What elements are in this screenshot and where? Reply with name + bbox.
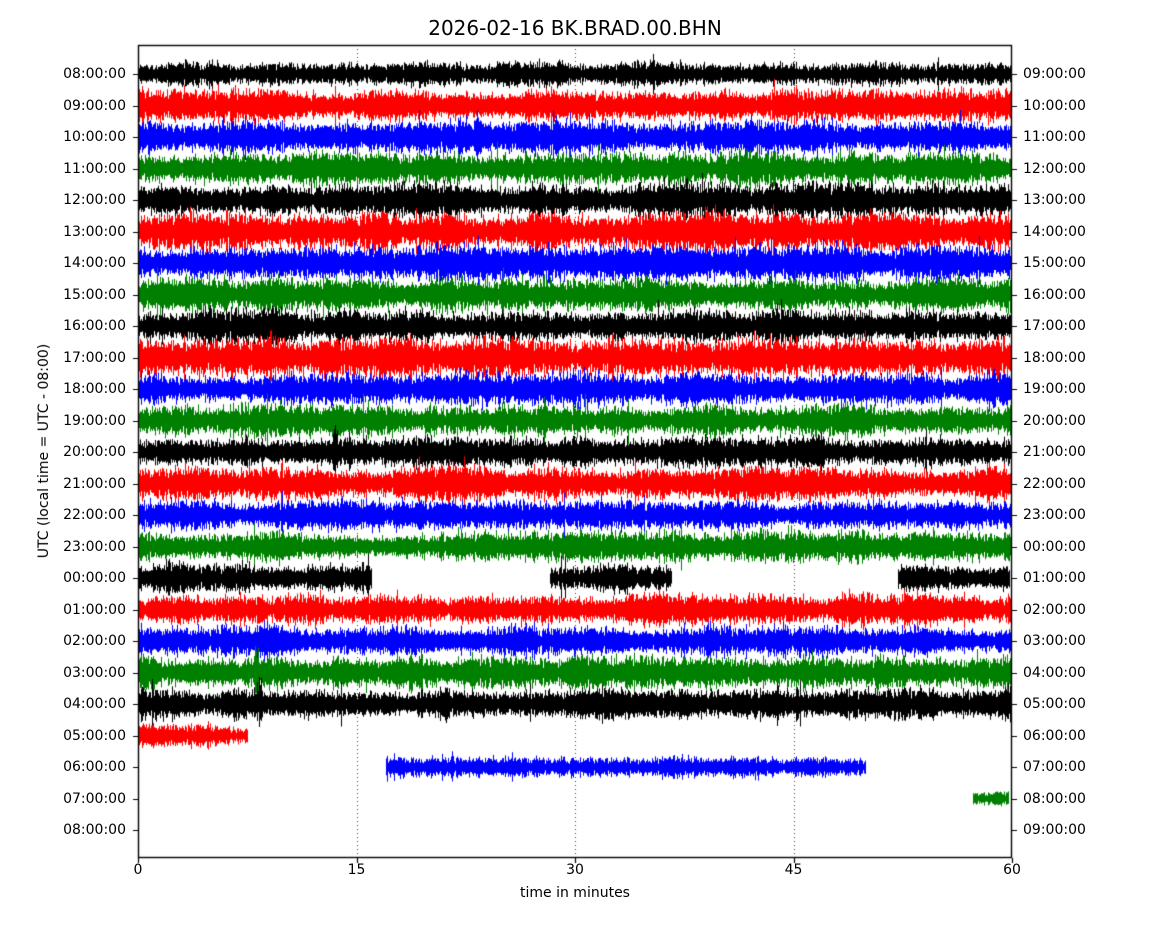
local-tick-label: 18:00:00 — [1023, 349, 1086, 366]
local-tick-label: 17:00:00 — [1023, 318, 1086, 334]
local-tick-label: 00:00:00 — [1023, 538, 1086, 555]
utc-tick-label: 20:00:00 — [63, 444, 126, 460]
utc-tick-label: 04:00:00 — [63, 696, 126, 712]
local-tick-label: 15:00:00 — [1023, 255, 1086, 271]
x-tick-label: 30 — [566, 862, 584, 878]
x-tick-label: 15 — [347, 862, 366, 878]
utc-tick-label: 02:00:00 — [63, 633, 126, 649]
local-tick-label: 08:00:00 — [1023, 790, 1086, 807]
utc-tick-label: 22:00:00 — [63, 507, 126, 523]
local-tick-label: 05:00:00 — [1023, 696, 1086, 712]
utc-tick-label: 19:00:00 — [63, 412, 126, 429]
local-tick-label: 03:00:00 — [1023, 633, 1086, 649]
local-tick-label: 12:00:00 — [1023, 160, 1086, 177]
utc-tick-label: 17:00:00 — [63, 349, 126, 366]
utc-tick-label: 11:00:00 — [63, 160, 126, 177]
utc-tick-label: 08:00:00 — [63, 66, 126, 82]
local-tick-label: 07:00:00 — [1023, 759, 1086, 775]
local-tick-label: 06:00:00 — [1023, 727, 1086, 744]
utc-tick-label: 14:00:00 — [63, 255, 126, 271]
x-axis-label: time in minutes — [520, 885, 630, 901]
local-tick-label: 23:00:00 — [1023, 507, 1086, 523]
utc-tick-label: 07:00:00 — [63, 790, 126, 807]
local-tick-label: 20:00:00 — [1023, 412, 1086, 429]
local-tick-label: 16:00:00 — [1023, 286, 1086, 303]
utc-tick-label: 00:00:00 — [63, 570, 126, 586]
local-tick-label: 10:00:00 — [1023, 97, 1086, 114]
utc-tick-label: 08:00:00 — [63, 822, 126, 838]
utc-tick-label: 01:00:00 — [63, 601, 126, 618]
utc-tick-label: 16:00:00 — [63, 318, 126, 334]
utc-tick-label: 15:00:00 — [63, 286, 126, 303]
utc-tick-label: 03:00:00 — [63, 664, 126, 681]
utc-tick-label: 12:00:00 — [63, 192, 126, 208]
local-tick-label: 13:00:00 — [1023, 192, 1086, 208]
local-tick-label: 09:00:00 — [1023, 822, 1086, 838]
utc-tick-label: 06:00:00 — [63, 759, 126, 775]
utc-tick-label: 21:00:00 — [63, 475, 126, 492]
local-tick-label: 01:00:00 — [1023, 570, 1086, 586]
utc-tick-label: 13:00:00 — [63, 223, 126, 240]
utc-tick-label: 05:00:00 — [63, 727, 126, 744]
local-tick-label: 11:00:00 — [1023, 129, 1086, 145]
x-tick-label: 60 — [1003, 862, 1021, 878]
local-tick-label: 19:00:00 — [1023, 381, 1086, 397]
utc-tick-label: 10:00:00 — [63, 129, 126, 145]
utc-tick-label: 23:00:00 — [63, 538, 126, 555]
local-tick-label: 22:00:00 — [1023, 475, 1086, 492]
x-tick-label: 45 — [784, 862, 803, 878]
local-tick-label: 02:00:00 — [1023, 601, 1086, 618]
chart-title: 2026-02-16 BK.BRAD.00.BHN — [428, 16, 722, 40]
x-tick-label: 0 — [133, 862, 143, 878]
local-tick-label: 09:00:00 — [1023, 66, 1086, 82]
local-tick-label: 04:00:00 — [1023, 664, 1086, 681]
local-tick-label: 14:00:00 — [1023, 223, 1086, 240]
utc-tick-label: 18:00:00 — [63, 381, 126, 397]
local-tick-label: 21:00:00 — [1023, 444, 1086, 460]
utc-tick-label: 09:00:00 — [63, 97, 126, 114]
